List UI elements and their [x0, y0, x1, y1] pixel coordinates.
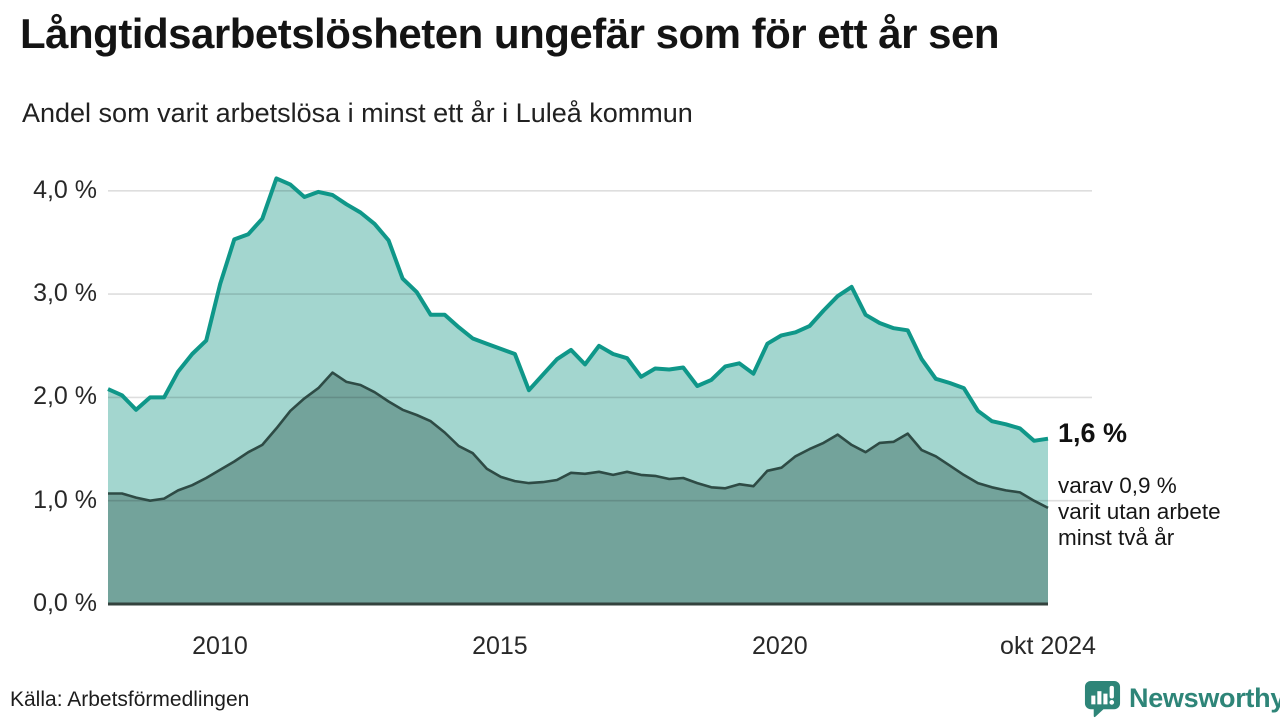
latest-value: 1,6 %	[1058, 418, 1128, 448]
latest-value-detail: varav 0,9 % varit utan arbete minst två …	[1058, 473, 1273, 551]
latest-value-annotation: 1,6 % varav 0,9 % varit utan arbete mins…	[1058, 418, 1273, 551]
latest-value-detail-line: minst två år	[1058, 525, 1175, 550]
newsworthy-logo-icon	[1083, 679, 1122, 718]
line-1yr	[107, 176, 1049, 443]
chart-subtitle: Andel som varit arbetslösa i minst ett å…	[22, 98, 693, 128]
latest-value-detail-line: varit utan arbete	[1058, 499, 1221, 524]
line-2yr	[108, 371, 1049, 510]
area-2yr	[108, 372, 1048, 604]
y-tick-label: 4,0 %	[33, 175, 97, 204]
y-tick-label: 3,0 %	[33, 279, 97, 308]
x-tick-label: 2015	[472, 632, 528, 660]
y-tick-label: 0,0 %	[33, 589, 97, 617]
x-tick-label: 2020	[752, 632, 808, 660]
source-label: Källa: Arbetsförmedlingen	[10, 688, 250, 711]
x-tick-label: okt 2024	[1000, 632, 1096, 660]
x-tick-label: 2010	[192, 632, 248, 660]
y-tick-label: 1,0 %	[33, 485, 97, 514]
page-title: Långtidsarbetslösheten ungefär som för e…	[20, 10, 1000, 57]
newsworthy-wordmark: Newsworthy	[1129, 683, 1280, 713]
newsworthy-logo: Newsworthy	[1083, 679, 1280, 718]
latest-value-detail-line: varav 0,9 %	[1058, 473, 1177, 498]
y-tick-label: 2,0 %	[33, 382, 97, 411]
